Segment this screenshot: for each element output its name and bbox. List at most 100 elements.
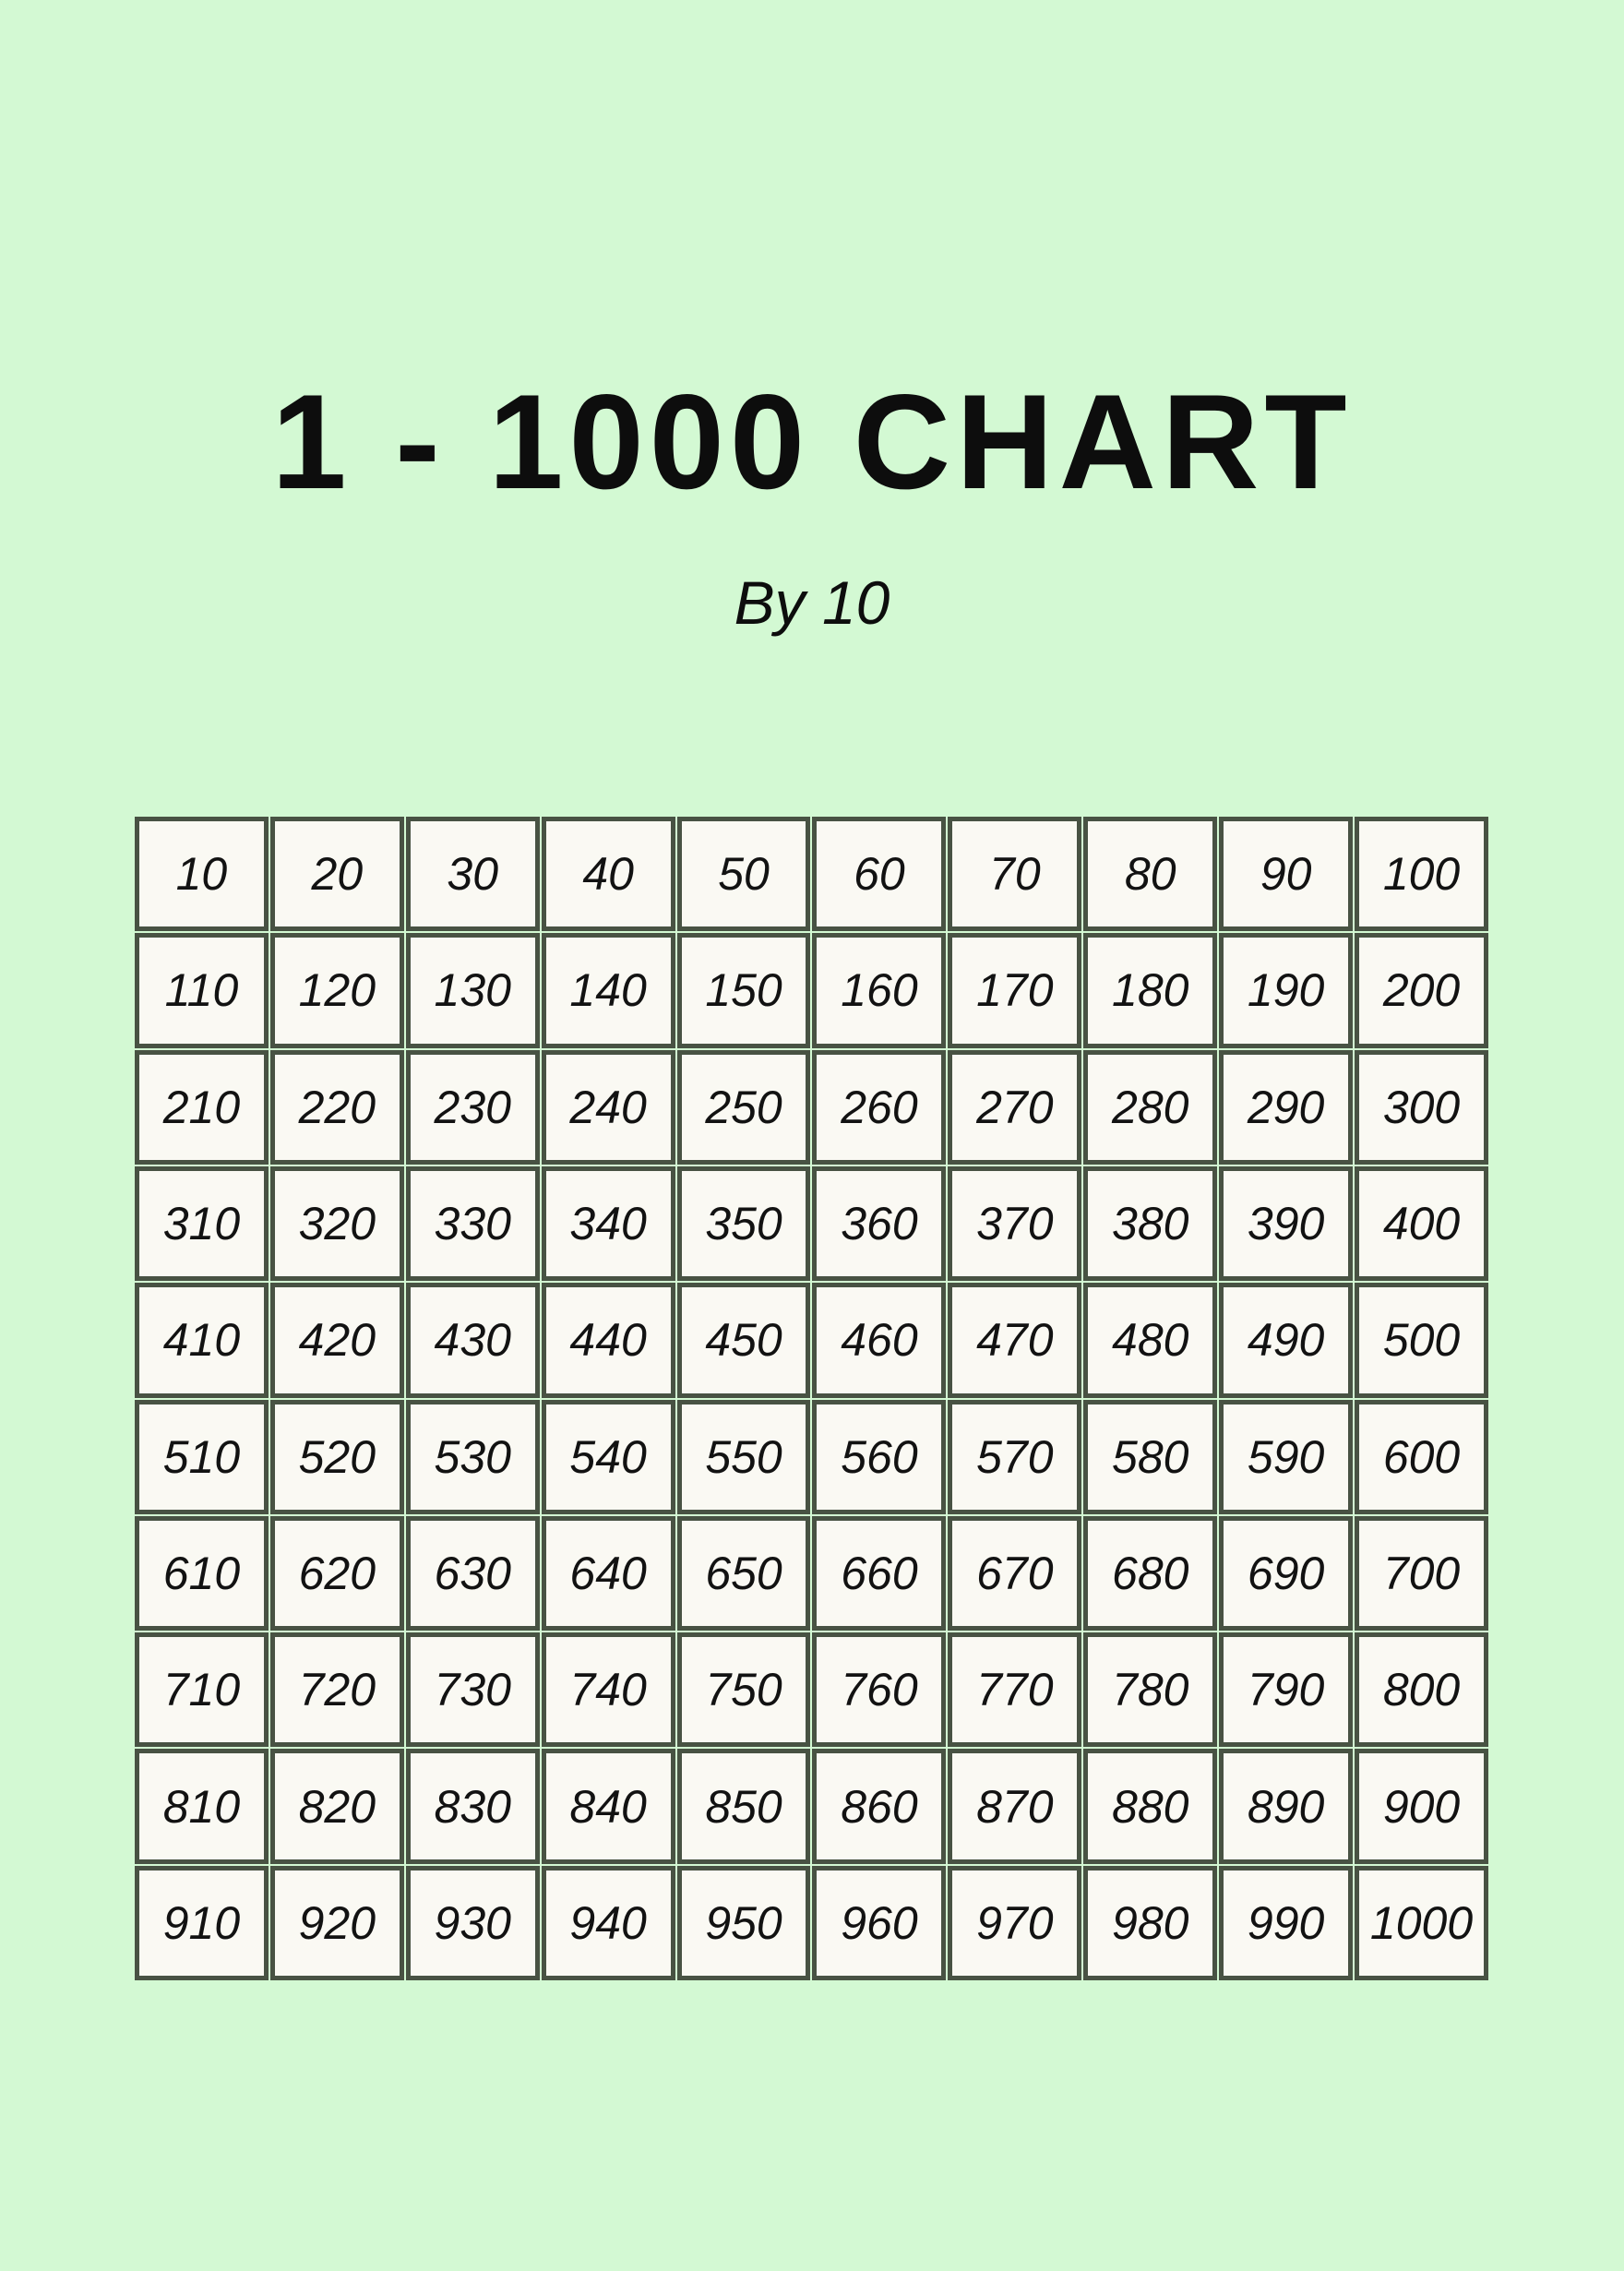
grid-cell: 200: [1355, 933, 1488, 1048]
grid-cell: 160: [812, 933, 947, 1048]
grid-cell: 380: [1083, 1165, 1218, 1282]
grid-cell: 890: [1219, 1749, 1354, 1864]
grid-cell: 930: [405, 1865, 540, 1980]
grid-cell: 820: [269, 1749, 404, 1864]
grid-cell: 110: [135, 933, 269, 1048]
grid-cell: 910: [135, 1865, 269, 1980]
grid-cell: 350: [676, 1165, 811, 1282]
grid-cell: 480: [1083, 1283, 1218, 1398]
grid-cell: 450: [676, 1283, 811, 1398]
grid-cell: 140: [541, 933, 675, 1048]
grid-cell: 620: [269, 1515, 404, 1632]
grid-cell: 340: [541, 1165, 675, 1282]
grid-cell: 240: [541, 1049, 675, 1165]
grid-cell: 540: [541, 1399, 675, 1514]
grid-cell: 970: [948, 1865, 1082, 1980]
grid-cell: 170: [948, 933, 1082, 1048]
grid-cell: 390: [1219, 1165, 1354, 1282]
grid-cell: 70: [948, 817, 1082, 932]
grid-cell: 960: [812, 1865, 947, 1980]
grid-cell: 510: [135, 1399, 269, 1514]
grid-cell: 810: [135, 1749, 269, 1864]
grid-cell: 770: [948, 1632, 1082, 1748]
grid-cell: 830: [405, 1749, 540, 1864]
grid-cell: 490: [1219, 1283, 1354, 1398]
grid-cell: 640: [541, 1515, 675, 1632]
grid-cell: 680: [1083, 1515, 1218, 1632]
grid-cell: 300: [1355, 1049, 1488, 1165]
grid-cell: 700: [1355, 1515, 1488, 1632]
grid-cell: 520: [269, 1399, 404, 1514]
grid-cell: 40: [541, 817, 675, 932]
grid-cell: 500: [1355, 1283, 1488, 1398]
grid-cell: 880: [1083, 1749, 1218, 1864]
grid-cell: 400: [1355, 1165, 1488, 1282]
grid-cell: 840: [541, 1749, 675, 1864]
grid-cell: 710: [135, 1632, 269, 1748]
grid-cell: 870: [948, 1749, 1082, 1864]
grid-cell: 800: [1355, 1632, 1488, 1748]
grid-cell: 740: [541, 1632, 675, 1748]
grid-cell: 360: [812, 1165, 947, 1282]
grid-cell: 30: [405, 817, 540, 932]
grid-cell: 270: [948, 1049, 1082, 1165]
grid-cell: 580: [1083, 1399, 1218, 1514]
grid-cell: 920: [269, 1865, 404, 1980]
grid-cell: 470: [948, 1283, 1082, 1398]
grid-cell: 980: [1083, 1865, 1218, 1980]
grid-cell: 610: [135, 1515, 269, 1632]
grid-cell: 630: [405, 1515, 540, 1632]
grid-cell: 790: [1219, 1632, 1354, 1748]
page-subtitle: By 10: [734, 568, 890, 637]
grid-cell: 780: [1083, 1632, 1218, 1748]
grid-cell: 20: [269, 817, 404, 932]
grid-cell: 150: [676, 933, 811, 1048]
grid-cell: 650: [676, 1515, 811, 1632]
grid-cell: 130: [405, 933, 540, 1048]
grid-cell: 940: [541, 1865, 675, 1980]
grid-cell: 320: [269, 1165, 404, 1282]
grid-cell: 210: [135, 1049, 269, 1165]
grid-cell: 10: [135, 817, 269, 932]
grid-cell: 670: [948, 1515, 1082, 1632]
grid-cell: 60: [812, 817, 947, 932]
grid-cell: 50: [676, 817, 811, 932]
grid-cell: 530: [405, 1399, 540, 1514]
grid-cell: 990: [1219, 1865, 1354, 1980]
grid-cell: 250: [676, 1049, 811, 1165]
grid-cell: 440: [541, 1283, 675, 1398]
grid-cell: 190: [1219, 933, 1354, 1048]
grid-cell: 950: [676, 1865, 811, 1980]
grid-cell: 310: [135, 1165, 269, 1282]
grid-cell: 100: [1355, 817, 1488, 932]
grid-cell: 760: [812, 1632, 947, 1748]
grid-cell: 690: [1219, 1515, 1354, 1632]
grid-cell: 570: [948, 1399, 1082, 1514]
grid-cell: 370: [948, 1165, 1082, 1282]
grid-cell: 1000: [1355, 1865, 1488, 1980]
grid-cell: 280: [1083, 1049, 1218, 1165]
grid-cell: 900: [1355, 1749, 1488, 1864]
grid-cell: 120: [269, 933, 404, 1048]
grid-cell: 550: [676, 1399, 811, 1514]
grid-cell: 750: [676, 1632, 811, 1748]
grid-cell: 850: [676, 1749, 811, 1864]
grid-cell: 90: [1219, 817, 1354, 932]
grid-cell: 430: [405, 1283, 540, 1398]
grid-cell: 730: [405, 1632, 540, 1748]
grid-cell: 290: [1219, 1049, 1354, 1165]
grid-cell: 600: [1355, 1399, 1488, 1514]
page-title: 1 - 1000 CHART: [271, 366, 1353, 517]
grid-cell: 660: [812, 1515, 947, 1632]
grid-cell: 260: [812, 1049, 947, 1165]
grid-cell: 860: [812, 1749, 947, 1864]
grid-cell: 460: [812, 1283, 947, 1398]
grid-cell: 330: [405, 1165, 540, 1282]
grid-cell: 720: [269, 1632, 404, 1748]
grid-cell: 230: [405, 1049, 540, 1165]
grid-cell: 180: [1083, 933, 1218, 1048]
grid-cell: 80: [1083, 817, 1218, 932]
grid-cell: 220: [269, 1049, 404, 1165]
grid-cell: 410: [135, 1283, 269, 1398]
number-grid: 10 20 30 40 50 60 70 80 90 100 110 120 130 140 150 160 1…: [135, 817, 1488, 1980]
